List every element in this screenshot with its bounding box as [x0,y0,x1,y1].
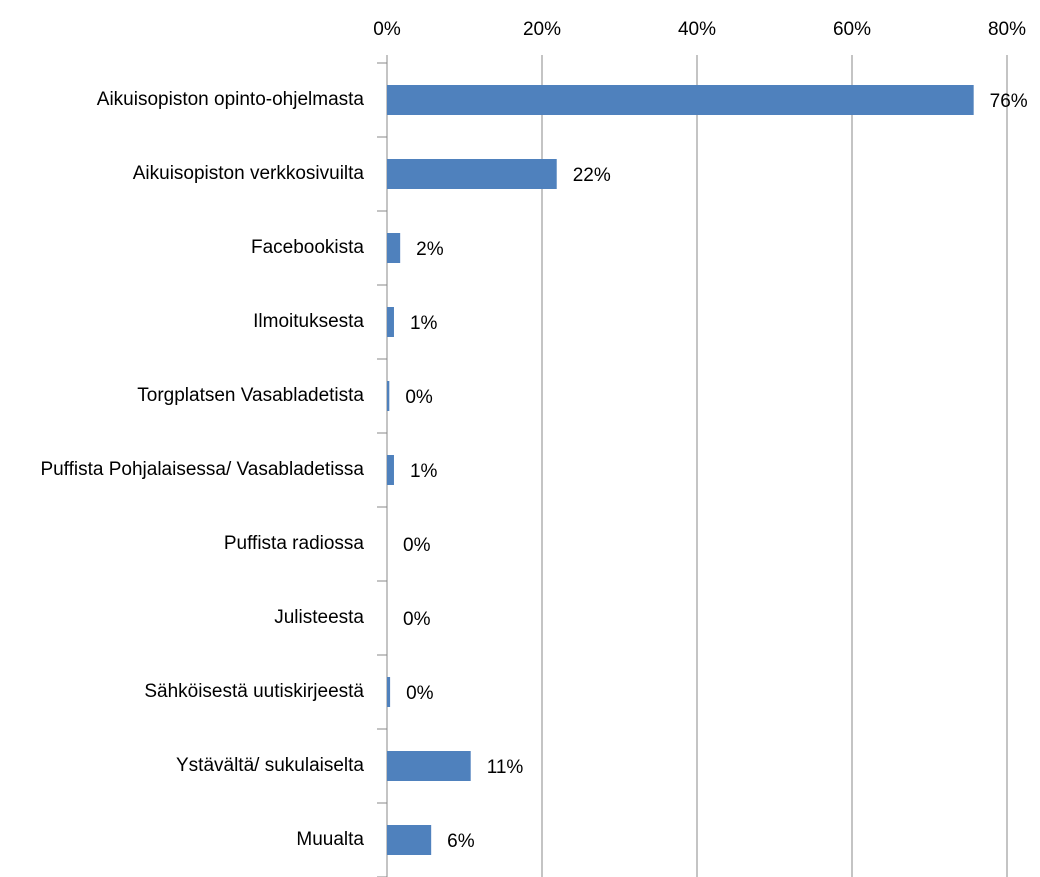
bar [387,307,394,337]
data-label: 0% [403,535,431,556]
data-label: 0% [405,387,433,408]
data-label: 1% [410,461,438,482]
y-tick-label: Julisteesta [274,607,364,628]
bar [387,677,391,707]
bar [387,85,974,115]
bar [387,751,471,781]
data-label: 0% [403,609,431,630]
data-label: 2% [416,239,444,260]
x-tick-label: 80% [988,19,1026,40]
y-tick-label: Facebookista [250,237,364,258]
x-tick-label: 60% [833,19,871,40]
x-tick-label: 40% [678,19,716,40]
y-tick-label: Puffista radiossa [223,533,364,554]
y-tick-label: Ystävältä/ sukulaiselta [176,755,364,776]
data-label: 76% [990,91,1028,112]
y-tick-label: Muualta [296,829,364,850]
y-tick-label: Puffista Pohjalaisessa/ Vasabladetissa [40,459,364,480]
bar [387,455,394,485]
data-label: 6% [447,831,475,852]
y-tick-label: Sähköisestä uutiskirjeestä [144,681,364,702]
bar [387,233,401,263]
y-tick-label: Aikuisopiston verkkosivuilta [132,163,364,184]
data-label: 22% [573,165,611,186]
data-label: 0% [406,683,434,704]
bar [387,381,390,411]
data-label: 1% [410,313,438,334]
bar [387,159,557,189]
y-tick-label: Torgplatsen Vasabladetista [137,385,364,406]
y-tick-label: Aikuisopiston opinto-ohjelmasta [96,89,364,110]
data-label: 11% [487,757,524,778]
bar [387,825,432,855]
y-tick-label: Ilmoituksesta [253,311,364,332]
x-tick-label: 0% [373,19,401,40]
x-tick-label: 20% [523,19,561,40]
